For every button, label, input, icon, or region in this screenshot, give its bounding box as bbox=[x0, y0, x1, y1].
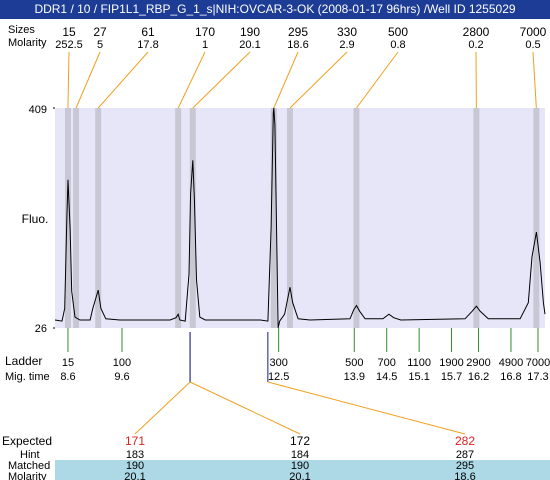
peak-size: 7000 bbox=[520, 25, 547, 39]
peak-molarity: 17.8 bbox=[137, 39, 158, 51]
peak-molarity: 252.5 bbox=[55, 39, 83, 51]
peak-band bbox=[175, 108, 182, 328]
ladder-time: 17.3 bbox=[527, 371, 548, 383]
expected-hint: 183 bbox=[126, 449, 144, 461]
peak-size: 61 bbox=[141, 25, 155, 39]
peak-connector bbox=[273, 51, 299, 109]
expected-molarity: 18.6 bbox=[454, 471, 475, 480]
y-tick-label: 26 bbox=[35, 323, 47, 335]
row-band bbox=[55, 460, 550, 471]
row-label: Hint bbox=[20, 449, 40, 461]
ladder-size: 2900 bbox=[466, 357, 490, 369]
ladder-time: 14.5 bbox=[376, 371, 397, 383]
peak-band bbox=[95, 108, 102, 328]
row-label: Matched bbox=[8, 460, 50, 472]
peak-band bbox=[287, 108, 294, 328]
ladder-size: 15 bbox=[62, 357, 74, 369]
peak-size: 330 bbox=[337, 25, 357, 39]
ladder-time: 15.1 bbox=[408, 371, 429, 383]
title-bar bbox=[0, 0, 550, 19]
peak-connector bbox=[97, 51, 149, 109]
y-tick-label: 409 bbox=[29, 104, 47, 116]
row-label: Ladder bbox=[5, 354, 42, 368]
plot-area bbox=[55, 108, 545, 328]
peak-molarity: 0.2 bbox=[468, 39, 483, 51]
peak-connector bbox=[67, 51, 70, 109]
y-axis-label: Fluo. bbox=[22, 212, 49, 226]
expected-hint: 287 bbox=[456, 449, 474, 461]
peak-molarity: 20.1 bbox=[239, 39, 260, 51]
trace bbox=[54, 107, 546, 329]
peak-molarity: 0.5 bbox=[525, 39, 540, 51]
ladder-time: 16.8 bbox=[500, 371, 521, 383]
ladder-size: 100 bbox=[113, 357, 131, 369]
expected-molarity: 20.1 bbox=[289, 471, 310, 480]
ladder-size: 700 bbox=[378, 357, 396, 369]
ladder-time: 13.9 bbox=[344, 371, 365, 383]
title: DDR1 / 10 / FIP1L1_RBP_G_1_s|NIH:OVCAR-3… bbox=[34, 2, 515, 16]
peak-size: 2800 bbox=[463, 25, 490, 39]
ladder-size: 500 bbox=[345, 357, 363, 369]
expected-matched: 190 bbox=[126, 460, 144, 472]
row-label: Expected bbox=[2, 434, 52, 448]
expected-matched: 190 bbox=[291, 460, 309, 472]
peak-band bbox=[64, 108, 71, 328]
ladder-size: 1900 bbox=[439, 357, 463, 369]
row-label: Mig. time bbox=[5, 371, 50, 383]
match-connector bbox=[189, 381, 301, 435]
peak-connector bbox=[75, 51, 101, 109]
expected-expected: 282 bbox=[455, 434, 475, 448]
ladder-size: 1100 bbox=[407, 357, 431, 369]
expected-molarity: 20.1 bbox=[124, 471, 145, 480]
ladder-time: 16.2 bbox=[468, 371, 489, 383]
row-band bbox=[55, 471, 550, 480]
ladder-time: 8.6 bbox=[60, 371, 75, 383]
peak-connector bbox=[289, 51, 348, 109]
peak-size: 190 bbox=[240, 25, 260, 39]
peak-band bbox=[533, 108, 540, 328]
expected-matched: 295 bbox=[456, 460, 474, 472]
ladder-time: 9.6 bbox=[114, 371, 129, 383]
peak-molarity: 18.6 bbox=[287, 39, 308, 51]
peak-size: 500 bbox=[388, 25, 408, 39]
peak-molarity: 1 bbox=[202, 39, 208, 51]
peak-molarity: 5 bbox=[97, 39, 103, 51]
match-connector bbox=[134, 381, 191, 435]
peak-size: 27 bbox=[93, 25, 107, 39]
peak-band bbox=[473, 108, 480, 328]
peak-band bbox=[353, 108, 360, 328]
ladder-size: 7000 bbox=[526, 357, 550, 369]
ladder-size: 300 bbox=[269, 357, 287, 369]
ladder-time: 12.5 bbox=[268, 371, 289, 383]
peak-connector bbox=[356, 51, 399, 109]
peak-connector bbox=[177, 51, 206, 109]
ladder-time: 15.7 bbox=[441, 371, 462, 383]
peak-connector bbox=[192, 51, 251, 109]
peak-size: 295 bbox=[288, 25, 308, 39]
peak-connector bbox=[532, 51, 537, 109]
expected-expected: 172 bbox=[290, 434, 310, 448]
row-label: Sizes bbox=[8, 24, 35, 36]
row-label: Molarity bbox=[8, 471, 47, 480]
expected-expected: 171 bbox=[125, 434, 145, 448]
match-connector bbox=[267, 381, 466, 435]
row-label: Molarity bbox=[8, 37, 47, 49]
ladder-size: 4900 bbox=[499, 357, 523, 369]
peak-band bbox=[189, 108, 196, 328]
peak-molarity: 2.9 bbox=[339, 39, 354, 51]
expected-hint: 184 bbox=[291, 449, 309, 461]
peak-size: 170 bbox=[195, 25, 215, 39]
peak-band bbox=[270, 108, 277, 328]
peak-molarity: 0.8 bbox=[390, 39, 405, 51]
peak-band bbox=[73, 108, 80, 328]
peak-size: 15 bbox=[62, 25, 76, 39]
